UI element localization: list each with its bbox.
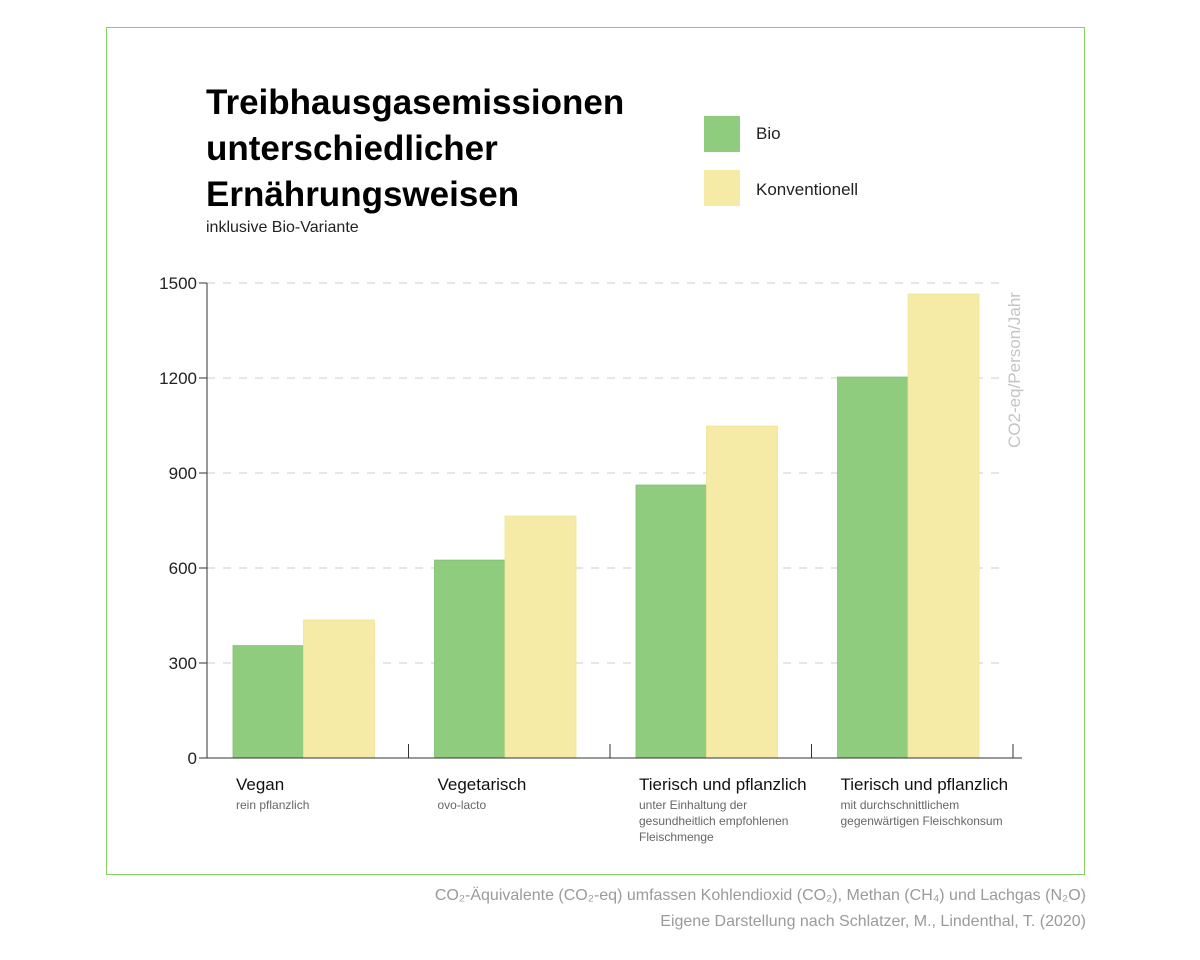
legend-swatch-bio [704, 116, 740, 152]
y-tick-label: 300 [169, 654, 197, 673]
y-tick-label: 1200 [159, 369, 197, 388]
bar-bio-0 [232, 645, 305, 759]
chart-frame [106, 27, 1085, 875]
footnote-definition: CO₂-Äquivalente (CO₂-eq) umfassen Kohlen… [434, 887, 1086, 904]
category-subtitle: unter Einhaltung der gesundheitlich empf… [639, 798, 789, 844]
chart-subtitle: inklusive Bio-Variante [206, 219, 359, 236]
category-subtitle: rein pflanzlich [236, 798, 310, 812]
footnote-source: Eigene Darstellung nach Schlatzer, M., L… [660, 913, 1086, 930]
bar-bio-2 [635, 484, 708, 759]
y-axis-label: CO2-eq/Person/Jahr [1005, 292, 1024, 448]
category-subtitle: mit durchschnittlichem gegenwärtigen Fle… [840, 798, 1003, 828]
category-title: Vegetarisch [437, 775, 527, 794]
chart-title: Treibhausgasemissionen unterschiedlicher… [206, 83, 625, 214]
legend-swatch-konventionell [704, 170, 740, 206]
category-title: Tierisch und pflanzlich [639, 775, 807, 794]
category-label: Tierisch und pflanzlich mit durchschnittl… [841, 775, 1041, 829]
category-label: Vegan rein pflanzlich [236, 775, 436, 813]
legend-label-bio: Bio [756, 124, 781, 143]
bar-konventionell-3 [907, 293, 980, 759]
bar-konventionell-2 [706, 425, 778, 759]
y-tick-label: 600 [169, 559, 197, 578]
y-tick-label: 900 [169, 464, 197, 483]
category-label: Vegetarisch ovo-lacto [438, 775, 638, 813]
bar-konventionell-0 [303, 619, 375, 759]
category-label: Tierisch und pflanzlich unter Einhaltung … [639, 775, 839, 845]
category-title: Tierisch und pflanzlich [840, 775, 1009, 794]
bar-bio-3 [837, 376, 909, 759]
legend-label-konventionell: Konventionell [756, 180, 859, 199]
bar-bio-1 [434, 559, 506, 759]
y-tick-label: 1500 [159, 274, 197, 293]
bar-konventionell-1 [504, 515, 577, 759]
y-tick-label: 0 [188, 749, 197, 768]
category-subtitle: ovo-lacto [437, 798, 487, 812]
category-title: Vegan [236, 775, 285, 794]
